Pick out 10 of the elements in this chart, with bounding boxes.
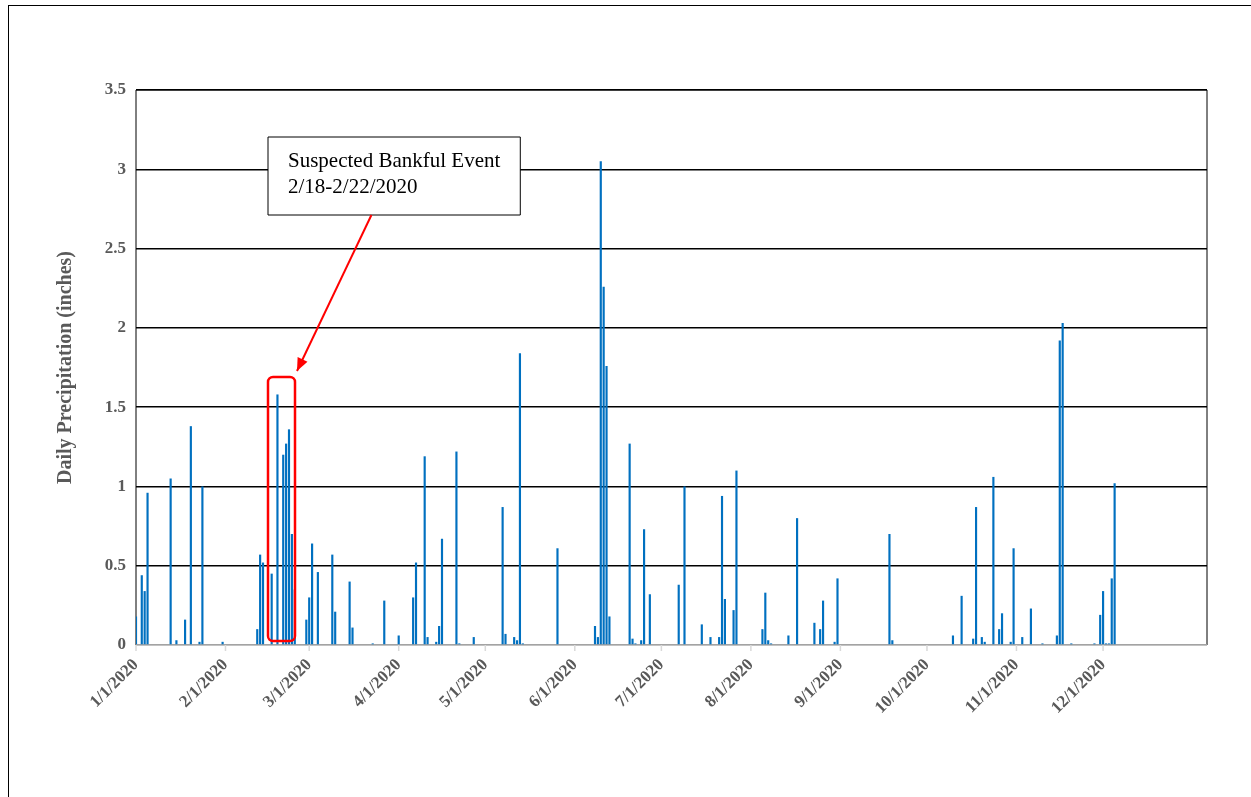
- y-tick-label: 0: [117, 634, 126, 654]
- annotation: Suspected Bankful Event 2/18-2/22/2020: [288, 148, 501, 199]
- y-tick-label: 3: [117, 158, 126, 178]
- y-tick-label: 1: [117, 475, 126, 495]
- y-tick-label: 3.5: [104, 79, 126, 99]
- y-tick-label: 0.5: [104, 555, 126, 575]
- y-tick-label: 1.5: [104, 396, 126, 416]
- y-tick-label: 2.5: [104, 237, 126, 257]
- y-axis-title: Daily Precipitation (inches): [53, 251, 77, 484]
- y-tick-label: 2: [117, 317, 126, 337]
